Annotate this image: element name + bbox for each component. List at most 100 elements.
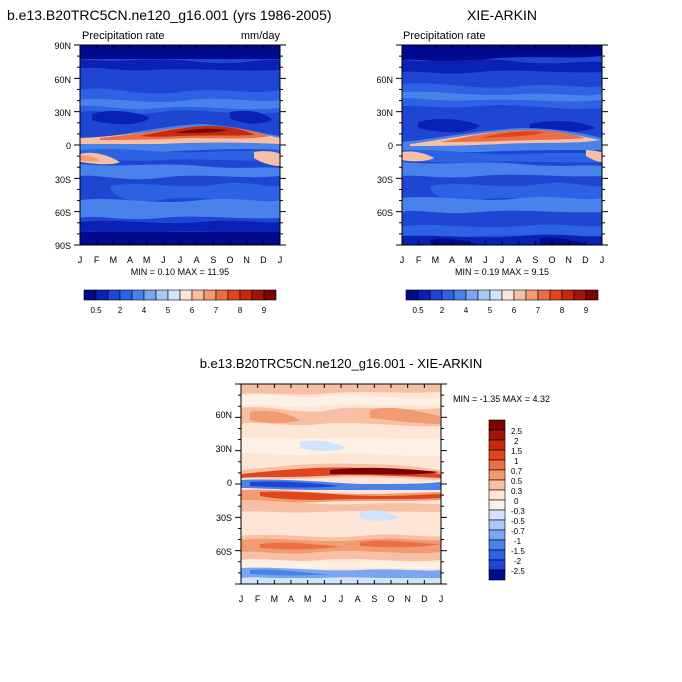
colorbar-box bbox=[227, 289, 241, 301]
colorbar-box bbox=[488, 549, 506, 561]
colorbar-box bbox=[441, 289, 455, 301]
colorbar-box bbox=[179, 289, 193, 301]
x-tick-label: S bbox=[210, 255, 216, 265]
colorbar-box bbox=[501, 289, 515, 301]
y-tick-label: 60N bbox=[215, 410, 232, 420]
x-tick-label: J bbox=[278, 255, 283, 265]
x-tick-label: J bbox=[322, 594, 327, 604]
colorbar-box bbox=[477, 289, 491, 301]
panel-model-title: b.e13.B20TRC5CN.ne120_g16.001 (yrs 1986-… bbox=[7, 7, 332, 23]
x-tick-label: N bbox=[243, 255, 250, 265]
x-tick-label: M bbox=[143, 255, 151, 265]
colorbar-box bbox=[239, 289, 253, 301]
x-tick-label: M bbox=[271, 594, 279, 604]
y-tick-label: 30N bbox=[376, 108, 393, 118]
colorbar-label: 7 bbox=[536, 306, 541, 315]
colorbar-box bbox=[573, 289, 587, 301]
colorbar-label: 2 bbox=[440, 306, 445, 315]
y-tick-label: 60N bbox=[54, 75, 71, 85]
colorbar-model-boxes bbox=[83, 289, 277, 301]
x-tick-label: J bbox=[339, 594, 344, 604]
colorbar-label: 2 bbox=[514, 437, 519, 446]
colorbar-box bbox=[488, 519, 506, 531]
colorbar-label: 2.5 bbox=[511, 427, 523, 436]
y-tick-label: 0 bbox=[388, 141, 393, 151]
colorbar-label: 8 bbox=[238, 306, 243, 315]
colorbar-box bbox=[263, 289, 277, 301]
colorbar-label: 9 bbox=[262, 306, 267, 315]
colorbar-box bbox=[488, 509, 506, 521]
colorbar-box bbox=[488, 429, 506, 441]
colorbar-box bbox=[488, 539, 506, 551]
colorbar-label: 5 bbox=[488, 306, 493, 315]
colorbar-label: 4 bbox=[464, 306, 469, 315]
x-tick-label: J bbox=[78, 255, 83, 265]
x-tick-label: A bbox=[194, 255, 200, 265]
colorbar-label: 0.5 bbox=[412, 306, 424, 315]
colorbar-label: 1 bbox=[514, 457, 519, 466]
x-tick-label: O bbox=[548, 255, 555, 265]
x-tick-label: A bbox=[355, 594, 361, 604]
colorbar-label: 0.3 bbox=[511, 487, 523, 496]
colorbar-box bbox=[488, 419, 506, 431]
colorbar-box bbox=[155, 289, 169, 301]
colorbar-box bbox=[95, 289, 109, 301]
colorbar-label: -1.5 bbox=[511, 547, 525, 556]
x-tick-label: D bbox=[582, 255, 589, 265]
colorbar-label: -1 bbox=[514, 537, 522, 546]
colorbar-box bbox=[251, 289, 265, 301]
y-tick-label: 30N bbox=[54, 108, 71, 118]
x-tick-label: N bbox=[565, 255, 572, 265]
colorbar-label: -2 bbox=[514, 557, 522, 566]
x-tick-label: J bbox=[239, 594, 244, 604]
colorbar-label: 0 bbox=[514, 497, 519, 506]
x-tick-label: A bbox=[288, 594, 294, 604]
x-tick-label: F bbox=[416, 255, 422, 265]
y-tick-label: 60S bbox=[377, 208, 393, 218]
colorbar-label: 9 bbox=[584, 306, 589, 315]
colorbar-diff-boxes bbox=[488, 419, 506, 581]
panel-diff-field bbox=[241, 384, 441, 584]
panel-diff-title: b.e13.B20TRC5CN.ne120_g16.001 - XIE-ARKI… bbox=[200, 356, 483, 371]
x-tick-label: A bbox=[516, 255, 522, 265]
colorbar-label: -0.5 bbox=[511, 517, 525, 526]
colorbar-obs: 0.5 2 4 5 6 7 8 9 bbox=[405, 289, 599, 315]
x-tick-label: S bbox=[371, 594, 377, 604]
x-tick-label: M bbox=[432, 255, 440, 265]
colorbar-diff: 2.5 2 1.5 1 0.7 0.5 0.3 0 -0.3 -0.5 -0.7… bbox=[488, 419, 525, 581]
colorbar-box bbox=[561, 289, 575, 301]
colorbar-box bbox=[488, 469, 506, 481]
x-tick-label: O bbox=[226, 255, 233, 265]
panel-model-field bbox=[80, 45, 280, 245]
x-tick-label: J bbox=[500, 255, 505, 265]
x-tick-label: N bbox=[404, 594, 411, 604]
panel-obs: XIE-ARKIN Precipitation rate bbox=[376, 7, 608, 315]
colorbar-label: 6 bbox=[512, 306, 517, 315]
colorbar-box bbox=[488, 479, 506, 491]
colorbar-label: 1.5 bbox=[511, 447, 523, 456]
colorbar-box bbox=[453, 289, 467, 301]
colorbar-box bbox=[465, 289, 479, 301]
x-tick-label: F bbox=[255, 594, 261, 604]
x-tick-label: F bbox=[94, 255, 100, 265]
colorbar-label: 0.5 bbox=[511, 477, 523, 486]
x-tick-label: J bbox=[439, 594, 444, 604]
colorbar-box bbox=[131, 289, 145, 301]
y-tick-label: 60S bbox=[216, 547, 232, 557]
x-tick-label: J bbox=[600, 255, 605, 265]
y-tick-label: 30S bbox=[55, 175, 71, 185]
x-tick-label: D bbox=[421, 594, 428, 604]
colorbar-box bbox=[488, 499, 506, 511]
colorbar-box bbox=[488, 439, 506, 451]
colorbar-label: -2.5 bbox=[511, 567, 525, 576]
colorbar-box bbox=[83, 289, 97, 301]
y-tick-label: 30S bbox=[377, 175, 393, 185]
panel-diff: b.e13.B20TRC5CN.ne120_g16.001 - XIE-ARKI… bbox=[200, 356, 550, 604]
colorbar-label: 0.7 bbox=[511, 467, 523, 476]
